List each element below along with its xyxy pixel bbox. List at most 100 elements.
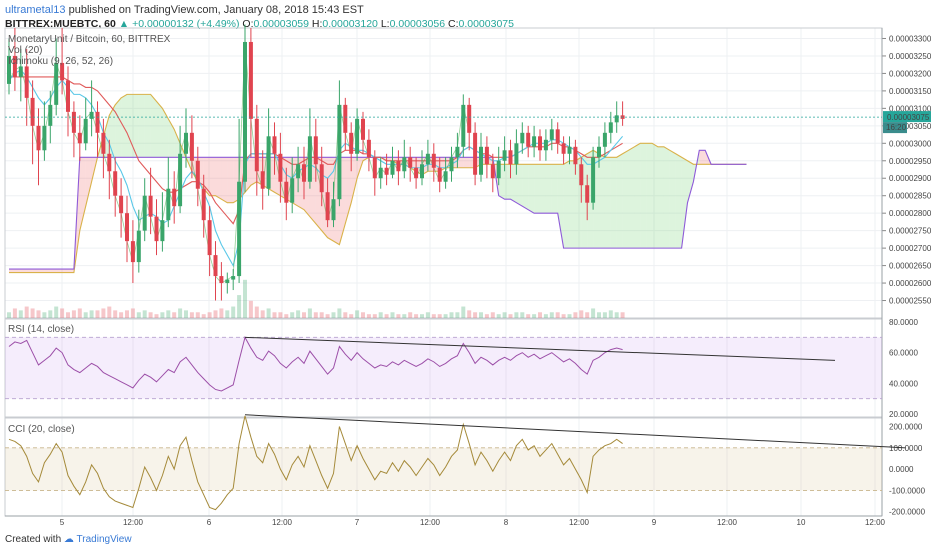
- cloud-segment: [463, 157, 470, 168]
- cloud-segment: [109, 104, 116, 158]
- time-axis-label: 12:00: [717, 518, 738, 527]
- cloud-segment: [38, 269, 45, 273]
- candle-body: [213, 255, 218, 277]
- volume-bar: [514, 312, 519, 318]
- cloud-segment: [675, 153, 682, 249]
- volume-bar: [113, 310, 118, 318]
- candle-body: [579, 164, 584, 186]
- volume-bar: [166, 310, 171, 318]
- ichimoku-legend: Ichimoku (9, 26, 52, 26): [8, 56, 114, 67]
- publish-header: ultrametal13 published on TradingView.co…: [5, 4, 364, 16]
- candle-body: [467, 104, 472, 133]
- candle-body: [591, 157, 596, 203]
- volume-bar: [449, 312, 454, 318]
- volume-bar: [355, 310, 360, 318]
- candle-body: [77, 132, 82, 144]
- created-with: Created with: [5, 534, 62, 545]
- cci-line: [8, 415, 623, 511]
- volume-bar: [331, 312, 336, 318]
- open-label: O:: [242, 18, 254, 30]
- candle-body: [573, 146, 578, 165]
- cloud-segment: [168, 118, 175, 158]
- volume-bar: [125, 310, 129, 318]
- volume-bar: [189, 312, 194, 318]
- volume-bar: [555, 312, 560, 318]
- candle-body: [567, 146, 572, 154]
- candle-body: [420, 164, 424, 179]
- author-link[interactable]: ultrametal13: [5, 4, 66, 16]
- cloud-segment: [658, 146, 664, 249]
- candle-body: [384, 167, 389, 175]
- cci-trendline: [244, 414, 906, 449]
- candle-body: [248, 41, 253, 119]
- candle-body: [349, 132, 354, 154]
- cci-axis-label: -200.0000: [889, 508, 926, 517]
- cci-band: [5, 447, 882, 491]
- volume-bar: [567, 314, 572, 318]
- candle-body: [107, 153, 112, 172]
- candle-body: [160, 220, 165, 242]
- low-label: L:: [380, 18, 390, 30]
- price-axis-label: 0.00003100: [889, 104, 932, 113]
- panel-border: [4, 27, 883, 319]
- candle-body: [296, 164, 301, 179]
- cloud-segment: [681, 157, 688, 249]
- cloud-segment: [20, 269, 27, 273]
- candle-body: [520, 132, 525, 144]
- cloud-segment: [9, 269, 15, 273]
- price-axis-label: 0.00003200: [889, 69, 932, 78]
- cci-axis-label: -100.0000: [889, 486, 926, 495]
- price-axis-label: 0.00002600: [889, 279, 932, 288]
- volume-bar: [549, 312, 554, 318]
- volume-bar: [384, 314, 389, 318]
- cloud-segment: [510, 164, 517, 203]
- volume-bar: [77, 308, 82, 318]
- cloud-segment: [156, 101, 163, 158]
- volume-bar: [154, 314, 159, 318]
- cloud-segment: [640, 143, 647, 249]
- volume-bar: [366, 314, 371, 318]
- volume-bar: [425, 312, 430, 318]
- candle-body: [437, 167, 442, 182]
- cloud-segment: [386, 157, 393, 161]
- cloud-segment: [162, 108, 169, 158]
- low-value: 0.00003056: [389, 18, 446, 30]
- candle-body: [538, 136, 542, 151]
- cloud-segment: [62, 269, 68, 273]
- volume-bar: [479, 312, 483, 318]
- candle-body: [154, 216, 159, 242]
- volume-bar: [119, 312, 124, 318]
- volume-bar: [543, 314, 548, 318]
- candle-body: [414, 167, 419, 179]
- time-axis-label: 10: [797, 518, 806, 527]
- volume-bar: [148, 312, 153, 318]
- volume-bar: [213, 310, 218, 318]
- tradingview-link[interactable]: TradingView: [76, 534, 132, 545]
- candle-body: [89, 111, 94, 119]
- volume-bar: [620, 312, 625, 318]
- candle-body: [479, 146, 483, 175]
- cloud-segment: [646, 143, 653, 249]
- candle-body: [361, 118, 365, 140]
- volume-bar: [290, 312, 295, 318]
- candle-body: [302, 164, 306, 182]
- candle-body: [532, 136, 537, 147]
- cloud-segment: [138, 94, 145, 158]
- candle-body: [484, 146, 489, 165]
- candle-body: [502, 150, 507, 161]
- candle-body: [455, 146, 460, 158]
- candle-body: [71, 111, 76, 133]
- candle-body: [313, 136, 318, 165]
- price-axis-label: 0.00003050: [889, 122, 932, 131]
- candle-body: [514, 143, 519, 165]
- volume-bar: [12, 308, 17, 318]
- cloud-segment: [215, 157, 222, 200]
- volume-bar: [130, 308, 135, 318]
- rsi-band: [5, 337, 882, 399]
- cloud-segment: [14, 269, 21, 273]
- time-axis-label: 5: [60, 518, 65, 527]
- volume-bar: [83, 312, 88, 318]
- candle-body: [36, 125, 41, 151]
- volume-bar: [237, 295, 242, 318]
